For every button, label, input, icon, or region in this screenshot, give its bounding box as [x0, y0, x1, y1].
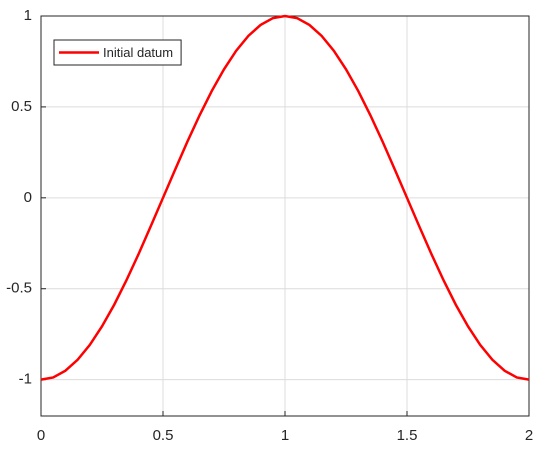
- x-tick-label: 1.5: [397, 427, 418, 444]
- y-tick-label: 1: [24, 7, 32, 24]
- y-tick-label: 0: [24, 189, 32, 206]
- data-line: [40, 14, 530, 381]
- x-tick-label: 0: [37, 427, 45, 444]
- x-tick-label: 1: [281, 427, 289, 444]
- legend-label: Initial datum: [103, 45, 173, 60]
- y-tick-label: 0.5: [11, 98, 32, 115]
- y-tick-label: -0.5: [6, 280, 32, 297]
- x-tick-label: 2: [525, 427, 533, 444]
- x-tick-label: 0.5: [153, 427, 174, 444]
- y-tick-label: -1: [19, 371, 32, 388]
